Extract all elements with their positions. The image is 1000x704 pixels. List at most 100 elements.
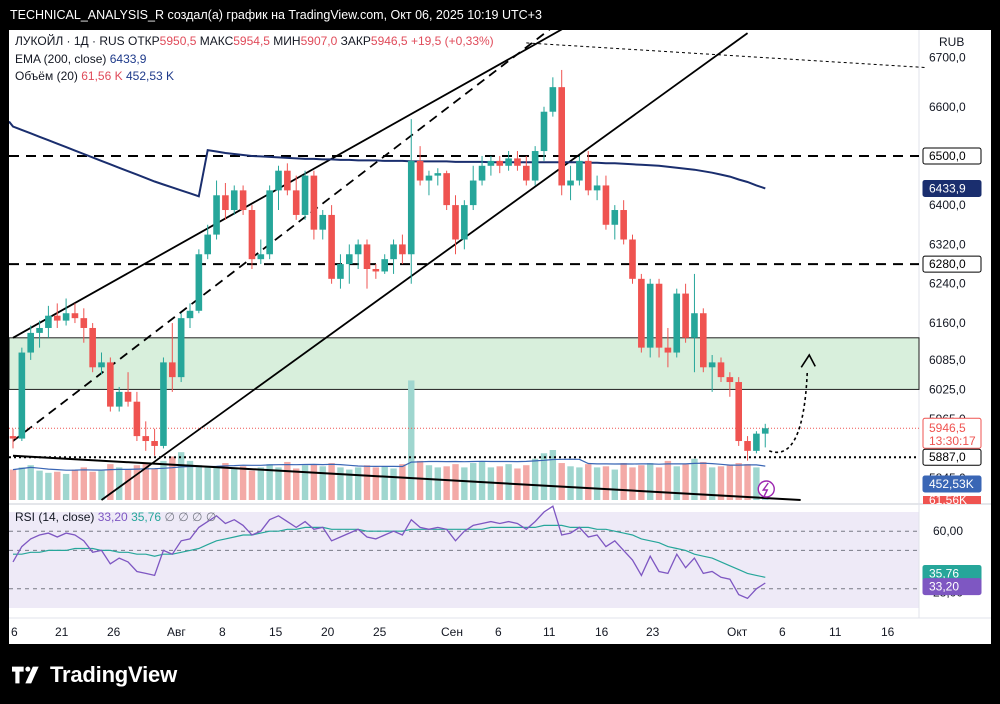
volume-bar	[629, 467, 636, 500]
candle-body	[292, 190, 300, 215]
volume-bar	[416, 460, 424, 500]
price-label-last-box	[922, 417, 982, 449]
volume-bar	[45, 472, 52, 500]
candle-body	[177, 318, 185, 378]
time-tick-label: 23	[646, 625, 660, 639]
candle-body	[354, 244, 362, 255]
candle-body	[239, 190, 247, 211]
candle-body	[18, 352, 26, 439]
trendline-support	[12, 454, 801, 501]
candle-body	[744, 441, 751, 451]
volume-bar	[116, 467, 123, 500]
volume-bar	[461, 467, 468, 500]
legend-ohlc: ЛУКОЙЛ · 1Д · RUS ОТКР5950,5 МАКС5954,5 …	[15, 34, 494, 48]
candle-body	[717, 362, 725, 378]
volume-bar	[567, 466, 574, 500]
legend-close-label: ЗАКР	[340, 34, 371, 48]
candle-body	[36, 327, 43, 333]
volume-bar	[89, 471, 96, 500]
price-tick-label: 6600,0	[929, 100, 966, 114]
rsi-tick-label: 60,00	[933, 524, 963, 538]
candle-body	[53, 315, 61, 321]
candle-body	[222, 195, 229, 211]
volume-bar	[133, 465, 141, 500]
lightning-icon	[761, 482, 769, 497]
legend-rsi-value1: 33,20	[97, 510, 128, 524]
price-label-6280-box	[922, 255, 982, 273]
candle-body	[248, 210, 256, 260]
volume-bar	[195, 465, 203, 500]
time-tick-label: 26	[107, 625, 121, 639]
time-tick-label: 20	[321, 625, 335, 639]
volume-bar	[726, 465, 734, 500]
volume-bar	[425, 465, 433, 500]
price-label-6500-box	[922, 147, 982, 165]
price-tick-label: 6160,0	[929, 316, 966, 330]
price-tick-label: 6025,0	[929, 382, 966, 396]
candle-body	[195, 254, 203, 311]
price-label-ema: 6433,9	[929, 181, 966, 195]
candle-body	[753, 433, 760, 451]
projection-arrow	[768, 372, 809, 454]
volume-bar	[239, 466, 247, 500]
candle-body	[142, 436, 150, 442]
candle-body	[151, 441, 158, 446]
time-tick-label: 25	[373, 625, 387, 639]
price-label-volume-cut-box	[923, 496, 981, 504]
candle-body	[611, 210, 619, 225]
volume-bar	[213, 466, 220, 500]
candle-body	[89, 327, 96, 368]
candle-body	[469, 180, 477, 206]
legend-close-value: 5946,5	[370, 34, 408, 48]
time-tick-label: Окт	[727, 625, 748, 639]
volume-bar	[443, 466, 450, 500]
volume-bar	[372, 467, 380, 500]
candle-body	[691, 313, 698, 338]
chart-panel[interactable]: 6700,0 6600,0 6500,0 6400,0 6320,0 6240,0 6160…	[9, 30, 991, 644]
volume-bar	[487, 467, 495, 500]
legend-low-value: 5907,0	[300, 34, 338, 48]
candle-body	[328, 214, 335, 279]
volume-bar	[293, 468, 300, 500]
candle-body	[514, 158, 521, 166]
candle-body	[275, 170, 282, 191]
candle-body	[381, 259, 388, 272]
candle-body	[655, 283, 663, 348]
volume-bar	[337, 467, 344, 500]
tradingview-logo-icon	[12, 666, 39, 684]
time-tick-label: 6	[495, 625, 502, 639]
candle-body	[425, 175, 433, 181]
volume-bar	[284, 461, 291, 500]
legend-high-value: 5954,5	[233, 34, 270, 48]
time-tick-label: 11	[829, 625, 842, 639]
legend-high-label: МАКС	[199, 34, 234, 48]
volume-bar	[346, 469, 353, 500]
volume-bar	[124, 469, 132, 500]
candle-body	[107, 362, 114, 407]
volume-bar	[708, 467, 716, 500]
price-tick-label: 6085,0	[929, 353, 966, 367]
volume-bar	[540, 453, 548, 500]
time-tick-label: 15	[269, 625, 283, 639]
legend-rsi: RSI (14, close) 33,20 35,76 ∅ ∅ ∅ ∅	[15, 510, 216, 524]
legend-low-label: МИН	[273, 34, 301, 48]
volume-bar	[655, 467, 663, 500]
time-tick-label: 16	[881, 625, 895, 639]
candle-body	[319, 214, 327, 230]
candle-body	[257, 254, 265, 260]
price-label-volume-ma-box	[922, 475, 982, 493]
candle-body	[80, 318, 88, 328]
candle-body	[620, 210, 627, 240]
candle-body	[62, 313, 70, 321]
volume-bar	[611, 469, 618, 500]
candle-body	[496, 160, 504, 166]
price-tick-label: 6700,0	[929, 51, 966, 65]
candle-body	[673, 293, 681, 353]
currency-label: RUB	[939, 35, 964, 49]
legend-rsi-extra: ∅ ∅ ∅ ∅	[164, 510, 217, 524]
volume-bar	[585, 464, 592, 500]
candle-body	[27, 332, 34, 353]
price-chart-svg[interactable]: 6700,0 6600,0 6500,0 6400,0 6320,0 6240,0 6160…	[9, 30, 991, 644]
volume-bar	[381, 466, 388, 500]
candle-body	[399, 244, 406, 255]
